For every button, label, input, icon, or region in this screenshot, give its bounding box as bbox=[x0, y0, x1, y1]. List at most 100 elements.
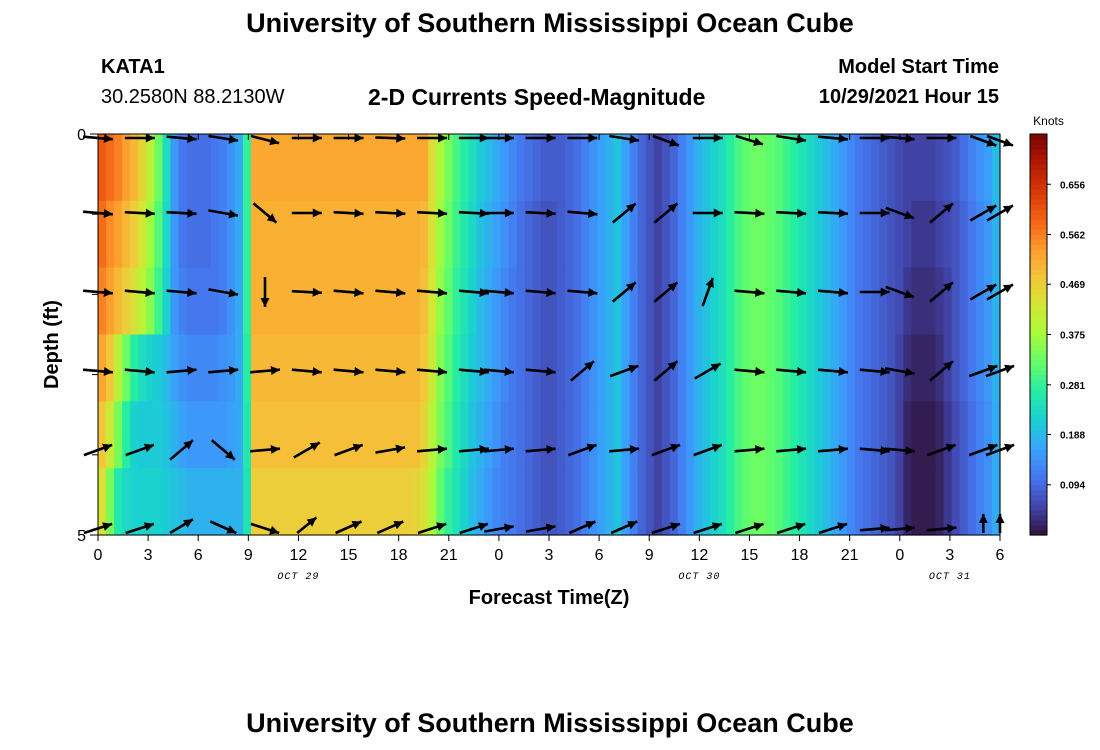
heatmap-cell bbox=[275, 134, 284, 202]
heatmap-cell bbox=[605, 334, 615, 402]
heatmap-cell bbox=[911, 267, 921, 336]
current-vector-head bbox=[978, 514, 988, 523]
heatmap-cell bbox=[363, 468, 373, 536]
current-vector-head bbox=[479, 445, 489, 454]
colorbar-step bbox=[1030, 394, 1047, 401]
colorbar-step bbox=[1030, 239, 1047, 245]
heatmap-cell bbox=[629, 200, 639, 269]
heatmap-cell bbox=[838, 267, 848, 336]
heatmap-cell bbox=[404, 468, 413, 536]
heatmap-cell bbox=[637, 468, 647, 536]
heatmap-cell bbox=[154, 334, 164, 402]
heatmap-cell bbox=[500, 468, 510, 536]
current-vector-head bbox=[670, 443, 680, 453]
heatmap-cell bbox=[339, 401, 349, 469]
colorbar-tick-label: 0.656 bbox=[1060, 180, 1085, 191]
heatmap-cell bbox=[98, 334, 107, 402]
current-vector-head bbox=[625, 203, 636, 213]
heatmap-cell bbox=[927, 134, 937, 202]
heatmap-cell bbox=[484, 468, 494, 536]
heatmap-cell bbox=[162, 468, 172, 536]
heatmap-cell bbox=[484, 401, 494, 469]
colorbar-step bbox=[1030, 289, 1047, 295]
current-vector-head bbox=[905, 134, 915, 143]
heatmap-cell bbox=[661, 468, 671, 536]
current-vector-head bbox=[352, 443, 363, 453]
colorbar-step bbox=[1030, 384, 1047, 391]
current-vector-head bbox=[395, 288, 406, 297]
current-vector-head bbox=[711, 443, 722, 453]
heatmap-cell bbox=[98, 468, 107, 536]
heatmap-cell bbox=[251, 401, 260, 469]
heatmap-cell bbox=[283, 200, 292, 269]
heatmap-cell bbox=[468, 401, 478, 469]
current-vector-head bbox=[504, 288, 514, 297]
heatmap-cell bbox=[114, 468, 123, 536]
heatmap-cell bbox=[355, 468, 365, 536]
heatmap-cell bbox=[605, 200, 615, 269]
heatmap-cell bbox=[565, 401, 574, 469]
heatmap-cell bbox=[742, 200, 751, 269]
heatmap-cell bbox=[379, 134, 389, 202]
colorbar-step bbox=[1030, 294, 1047, 301]
heatmap-cell bbox=[291, 334, 300, 402]
heatmap-cell bbox=[379, 401, 389, 469]
heatmap-cell bbox=[734, 134, 743, 202]
heatmap-cell bbox=[420, 334, 429, 402]
colorbar-step bbox=[1030, 344, 1047, 351]
heatmap-cell bbox=[283, 267, 292, 336]
heatmap-cell bbox=[234, 468, 244, 536]
heatmap-cell bbox=[903, 267, 913, 336]
heatmap-cell bbox=[323, 334, 333, 402]
heatmap-cell bbox=[758, 401, 768, 469]
heatmap-cell bbox=[718, 401, 727, 469]
heatmap-cell bbox=[468, 200, 478, 269]
heatmap-cell bbox=[218, 134, 228, 202]
heatmap-cell bbox=[734, 401, 743, 469]
heatmap-cell bbox=[887, 134, 896, 202]
heatmap-cell bbox=[387, 468, 397, 536]
heatmap-cell bbox=[911, 468, 921, 536]
current-vector-head bbox=[629, 134, 639, 144]
colorbar-step bbox=[1030, 249, 1047, 255]
colorbar-tick-label: 0.188 bbox=[1060, 430, 1085, 441]
current-vector-head bbox=[269, 136, 280, 146]
colorbar-tick-label: 0.469 bbox=[1060, 280, 1085, 291]
date-label: OCT 29 bbox=[277, 572, 319, 583]
heatmap-cell bbox=[621, 401, 631, 469]
heatmap-cell bbox=[178, 334, 188, 402]
heatmap-cell bbox=[895, 468, 904, 536]
heatmap-cell bbox=[444, 334, 453, 402]
heatmap-cell bbox=[597, 334, 606, 402]
heatmap-cell bbox=[943, 267, 953, 336]
heatmap-cell bbox=[975, 200, 985, 269]
heatmap-cell bbox=[484, 200, 494, 269]
heatmap-cell bbox=[178, 401, 188, 469]
heatmap-cell bbox=[532, 200, 542, 269]
heatmap-cell bbox=[573, 468, 582, 536]
x-tick-label: 3 bbox=[144, 547, 153, 564]
heatmap-cell bbox=[629, 267, 639, 336]
current-vector-head bbox=[145, 367, 155, 376]
heatmap-cell bbox=[444, 200, 453, 269]
colorbar-step bbox=[1030, 409, 1047, 416]
heatmap-cell bbox=[540, 468, 550, 536]
x-tick-label: 9 bbox=[645, 547, 654, 564]
current-vector-head bbox=[755, 208, 765, 218]
heatmap-cell bbox=[404, 200, 413, 269]
heatmap-cell bbox=[371, 334, 381, 402]
heatmap-cell bbox=[323, 468, 333, 536]
heatmap-cell bbox=[315, 200, 325, 269]
heatmap-cell bbox=[822, 401, 832, 469]
heatmap-cell bbox=[693, 468, 703, 536]
colorbar-step bbox=[1030, 419, 1047, 426]
colorbar-step bbox=[1030, 354, 1047, 361]
heatmap-cell bbox=[653, 134, 663, 202]
current-vector-head bbox=[797, 208, 807, 218]
x-axis-title: Forecast Time(Z) bbox=[469, 587, 630, 609]
heatmap-cell bbox=[371, 200, 381, 269]
heatmap-cell bbox=[387, 134, 397, 202]
heatmap-cell bbox=[685, 334, 695, 402]
heatmap-cell bbox=[855, 468, 864, 536]
current-vector-head bbox=[504, 523, 514, 533]
